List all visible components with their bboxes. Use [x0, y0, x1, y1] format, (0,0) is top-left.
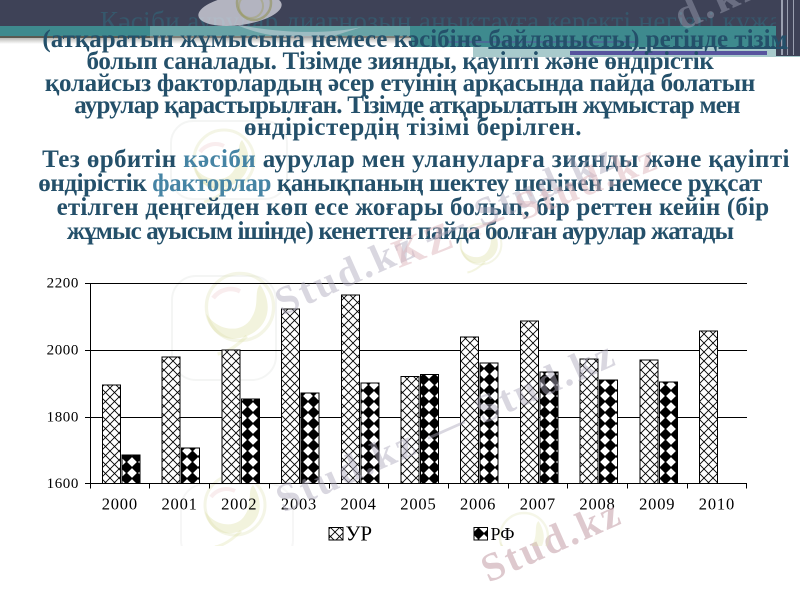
- svg-text:1800: 1800: [47, 410, 79, 426]
- svg-text:1600: 1600: [47, 476, 79, 492]
- svg-text:2000: 2000: [102, 495, 138, 514]
- svg-text:2006: 2006: [460, 495, 496, 514]
- svg-text:2002: 2002: [221, 495, 257, 514]
- svg-text:2001: 2001: [161, 495, 197, 514]
- svg-text:2000: 2000: [47, 343, 79, 359]
- svg-text:2005: 2005: [400, 495, 436, 514]
- svg-text:2003: 2003: [281, 495, 317, 514]
- svg-text:РФ: РФ: [491, 524, 515, 544]
- svg-text:2004: 2004: [340, 495, 376, 514]
- svg-text:2010: 2010: [699, 495, 735, 514]
- svg-text:2200: 2200: [47, 276, 79, 292]
- svg-text:2009: 2009: [639, 495, 675, 514]
- svg-text:2008: 2008: [579, 495, 615, 514]
- svg-text:2007: 2007: [520, 495, 556, 514]
- svg-text:УР: УР: [346, 522, 373, 546]
